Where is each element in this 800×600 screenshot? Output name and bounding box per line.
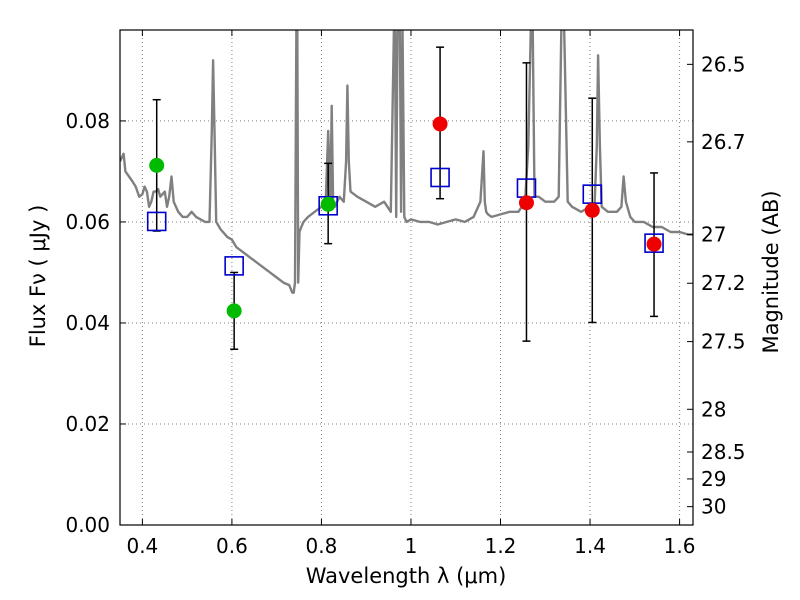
y-tick-label: 0.02 (65, 412, 110, 436)
mag-tick-label: 29 (701, 467, 726, 491)
x-tick-label: 1.4 (574, 534, 606, 558)
mag-tick-label: 30 (701, 495, 726, 519)
model-flux-boxes-layer (146, 167, 664, 276)
model-flux-box (146, 211, 167, 232)
observed-point-green (226, 303, 242, 319)
model-flux-box (430, 167, 450, 188)
y-tick-label: 0.00 (65, 513, 110, 537)
mag-tick-label: 26.5 (701, 52, 746, 76)
x-tick-label: 0.4 (126, 534, 158, 558)
mag-tick-label: 27 (701, 222, 726, 246)
mag-tick-label: 27.5 (701, 330, 746, 354)
observed-point-red (646, 236, 662, 252)
y-axis-label: Flux Fν ( μJy ) (26, 205, 50, 348)
x-tick-label: 0.6 (216, 534, 248, 558)
mag-tick-label: 28 (701, 397, 726, 421)
mag-tick-label: 27.2 (701, 271, 746, 295)
error-bars-layer (152, 46, 659, 350)
y-tick-label: 0.06 (65, 210, 110, 234)
model-spectrum-layer (120, 30, 693, 294)
grid-lines (120, 30, 693, 526)
observed-point-red (518, 195, 534, 211)
y2-axis-label: Magnitude (AB) (759, 190, 783, 353)
axes-layer: 0.4 0.6 0.8 1 1.2 1.4 1.6 0.00 0.02 0.04 0.06 0.08 2… (65, 30, 746, 558)
observed-point-green (149, 157, 165, 173)
observed-point-red (432, 116, 448, 132)
y-tick-label: 0.08 (65, 109, 110, 133)
observed-points-layer (149, 116, 662, 319)
x-tick-label: 1.6 (664, 534, 696, 558)
x-tick-label: 1.2 (485, 534, 517, 558)
x-axis-label: Wavelength λ (μm) (306, 564, 507, 588)
model-spectrum-line (120, 30, 693, 294)
mag-tick-label: 28.5 (701, 440, 746, 464)
plot-frame (119, 29, 694, 526)
y-tick-label: 0.04 (65, 311, 110, 335)
model-flux-box (644, 233, 664, 253)
mag-tick-label: 26.7 (701, 130, 746, 154)
x-tick-label: 0.8 (306, 534, 338, 558)
observed-point-red (584, 202, 600, 218)
model-flux-box (224, 256, 244, 276)
x-tick-label: 1 (405, 534, 418, 558)
observed-point-green (320, 196, 336, 212)
